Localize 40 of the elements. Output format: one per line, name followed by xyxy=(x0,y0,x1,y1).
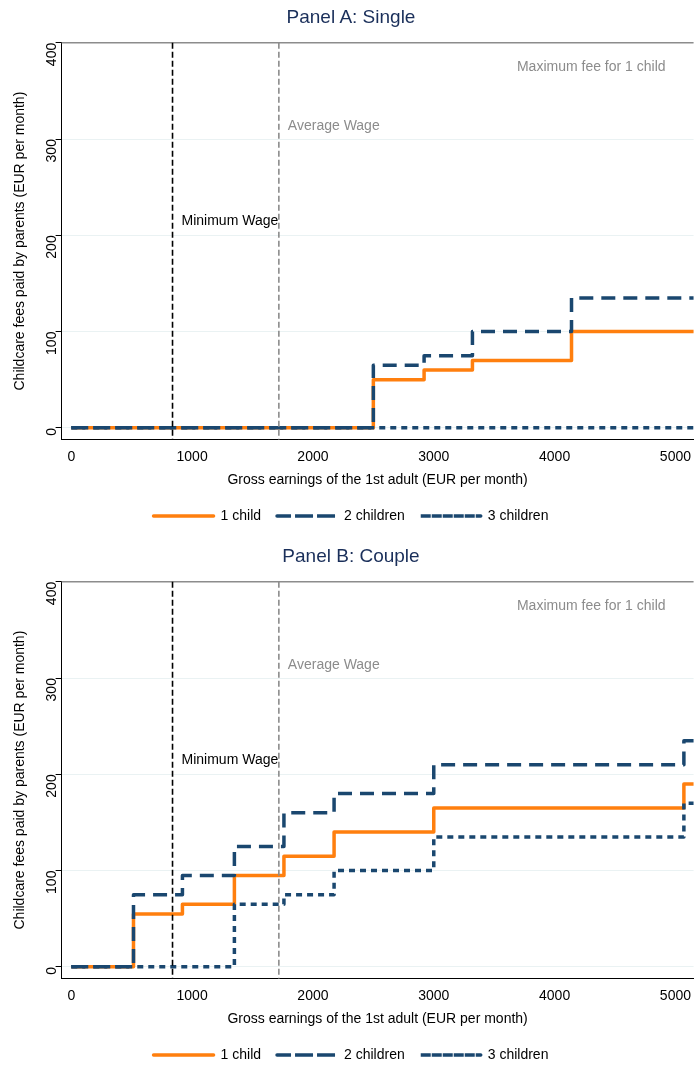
y-tick-label: 200 xyxy=(43,774,60,798)
y-tick-label: 400 xyxy=(43,42,60,67)
legend-label: 2 children xyxy=(344,506,405,523)
ref-line-label: Maximum fee for 1 child xyxy=(516,596,666,613)
y-tick-label: 200 xyxy=(43,235,60,259)
x-axis-title: Gross earnings of the 1st adult (EUR per month) xyxy=(227,471,528,488)
ref-line-label: Minimum Wage xyxy=(181,751,279,768)
x-tick-label: 2000 xyxy=(297,986,329,1003)
x-tick-label: 3000 xyxy=(418,986,450,1003)
ref-line-label: Minimum Wage xyxy=(181,212,279,229)
y-tick-label: 0 xyxy=(43,966,60,975)
x-tick-label: 0 xyxy=(67,447,76,464)
y-tick-label: 300 xyxy=(43,138,60,163)
y-axis-title: Childcare fees paid by parents (EUR per month) xyxy=(11,91,28,391)
y-tick-label: 300 xyxy=(43,677,60,702)
y-tick-label: 0 xyxy=(43,427,60,436)
y-axis-title: Childcare fees paid by parents (EUR per month) xyxy=(11,630,28,930)
x-tick-label: 1000 xyxy=(176,447,208,464)
x-tick-label: 0 xyxy=(67,986,76,1003)
legend-label: 1 child xyxy=(220,506,262,523)
ref-line-label: Average Wage xyxy=(287,655,380,672)
x-axis-title: Gross earnings of the 1st adult (EUR per month) xyxy=(227,1010,528,1027)
x-tick-label: 1000 xyxy=(176,986,208,1003)
legend-label: 2 children xyxy=(344,1045,405,1062)
ref-line-label: Average Wage xyxy=(287,116,380,133)
chart-title: Panel B: Couple xyxy=(282,544,420,566)
y-tick-label: 400 xyxy=(43,581,60,606)
y-tick-label: 100 xyxy=(43,331,60,355)
legend-label: 3 children xyxy=(487,506,549,523)
x-tick-label: 3000 xyxy=(418,447,450,464)
legend-label: 1 child xyxy=(220,1045,262,1062)
y-tick-label: 100 xyxy=(43,870,60,894)
x-tick-label: 4000 xyxy=(539,986,571,1003)
ref-line-label: Maximum fee for 1 child xyxy=(516,57,666,74)
legend-label: 3 children xyxy=(487,1045,549,1062)
x-tick-label: 5000 xyxy=(659,447,692,464)
chart-title: Panel A: Single xyxy=(286,5,416,27)
x-tick-label: 5000 xyxy=(659,986,692,1003)
x-tick-label: 2000 xyxy=(297,447,329,464)
x-tick-label: 4000 xyxy=(539,447,571,464)
